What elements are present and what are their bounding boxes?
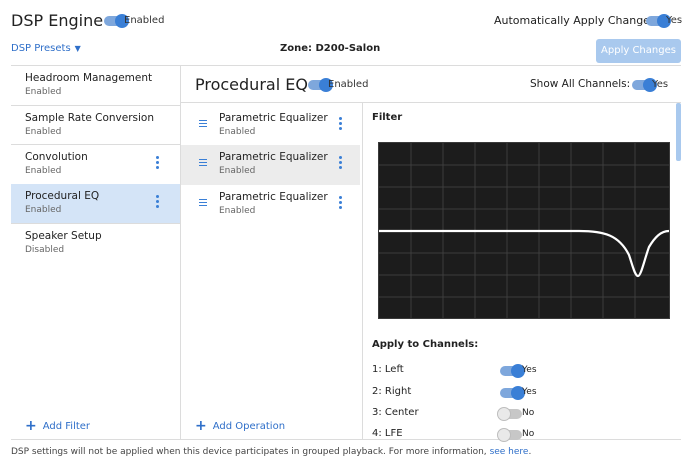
procedural-eq-status: Enabled — [328, 79, 369, 90]
panel-scrollbar[interactable] — [676, 103, 681, 161]
channel-left-label: 1: Left — [372, 364, 404, 375]
operation-item[interactable]: Parametric Equalizer Enabled — [181, 145, 360, 185]
filter-title: Filter — [372, 112, 403, 123]
channel-left-status: Yes — [522, 365, 537, 375]
sidebar-item-state: Disabled — [25, 245, 65, 255]
channel-center-toggle[interactable] — [497, 407, 522, 421]
sidebar-separator — [11, 105, 180, 106]
apply-changes-button[interactable]: Apply Changes — [596, 39, 681, 63]
sidebar-item-convolution[interactable]: Convolution Enabled — [11, 145, 180, 185]
more-options-icon[interactable] — [154, 195, 160, 211]
channel-right-toggle[interactable] — [500, 386, 525, 400]
auto-apply-label: Automatically Apply Changes — [494, 14, 656, 27]
channel-center-label: 3: Center — [372, 407, 419, 418]
auto-apply-status: Yes — [666, 15, 683, 26]
footer-end: . — [528, 447, 532, 457]
sidebar-item-procedural-eq[interactable]: Procedural EQ Enabled — [11, 184, 180, 224]
dsp-presets-dropdown[interactable]: DSP Presets ▼ — [11, 43, 81, 54]
footer-text: DSP settings will not be applied when th… — [11, 447, 487, 457]
channel-left-toggle[interactable] — [500, 364, 525, 378]
plus-icon: + — [25, 418, 37, 434]
auto-apply-toggle[interactable] — [646, 14, 671, 28]
show-all-channels-label: Show All Channels: — [530, 78, 631, 90]
caret-down-icon: ▼ — [74, 44, 81, 53]
sidebar-item-headroom-management[interactable]: Headroom Management Enabled — [11, 66, 180, 106]
operation-item[interactable]: Parametric Equalizer Enabled — [181, 106, 360, 146]
add-operation-label: Add Operation — [212, 421, 286, 432]
add-filter-label: Add Filter — [42, 421, 91, 432]
sidebar-item-label: Speaker Setup — [25, 230, 102, 242]
operation-item[interactable]: Parametric Equalizer Enabled — [181, 185, 360, 225]
sidebar-item-label: Convolution — [25, 151, 88, 163]
sidebar-item-state: Enabled — [25, 87, 62, 97]
footer-note: DSP settings will not be applied when th… — [11, 447, 531, 457]
drag-handle-icon[interactable] — [199, 199, 207, 208]
operation-label: Parametric Equalizer — [219, 151, 328, 163]
zone-label: Zone: D200-Salon — [280, 43, 381, 54]
operation-state: Enabled — [219, 166, 256, 176]
channel-lfe-toggle[interactable] — [497, 428, 522, 442]
operation-label: Parametric Equalizer — [219, 112, 328, 124]
channel-right-status: Yes — [522, 387, 537, 397]
channel-right-label: 2: Right — [372, 386, 412, 397]
add-filter-button[interactable]: + Add Filter — [25, 418, 90, 434]
sidebar-item-label: Headroom Management — [25, 72, 153, 84]
header-divider — [11, 65, 681, 66]
dsp-engine-toggle[interactable] — [104, 14, 129, 28]
sidebar-item-sample-rate-conversion[interactable]: Sample Rate Conversion Enabled — [11, 106, 180, 146]
dsp-engine-status: Enabled — [124, 15, 165, 26]
sidebar-item-speaker-setup[interactable]: Speaker Setup Disabled — [11, 224, 180, 264]
drag-handle-icon[interactable] — [199, 120, 207, 129]
more-options-icon[interactable] — [337, 196, 343, 212]
page-title: DSP Engine — [11, 11, 104, 30]
channel-lfe-status: No — [522, 429, 535, 439]
channel-lfe-label: 4: LFE — [372, 428, 403, 439]
sidebar-separator — [11, 223, 180, 224]
main-header-divider — [181, 102, 681, 103]
procedural-eq-toggle[interactable] — [308, 78, 333, 92]
more-options-icon[interactable] — [337, 117, 343, 133]
operations-divider — [362, 103, 363, 439]
channel-center-status: No — [522, 408, 535, 418]
plus-icon: + — [195, 418, 207, 434]
apply-to-channels-title: Apply to Channels: — [372, 339, 479, 350]
sidebar-divider — [180, 66, 181, 439]
filter-response-svg — [379, 143, 670, 318]
more-options-icon[interactable] — [337, 156, 343, 172]
filter-curve — [379, 229, 670, 278]
sidebar-item-label: Sample Rate Conversion — [25, 112, 154, 124]
sidebar-item-state: Enabled — [25, 166, 62, 176]
show-all-channels-status: Yes — [652, 79, 669, 90]
dsp-presets-label: DSP Presets — [11, 43, 71, 54]
operation-label: Parametric Equalizer — [219, 191, 328, 203]
sidebar-item-state: Enabled — [25, 205, 62, 215]
operation-state: Enabled — [219, 127, 256, 137]
sidebar-item-state: Enabled — [25, 127, 62, 137]
sidebar-item-label: Procedural EQ — [25, 190, 100, 202]
drag-handle-icon[interactable] — [199, 159, 207, 168]
filter-response-graph — [378, 142, 670, 319]
more-options-icon[interactable] — [154, 156, 160, 172]
add-operation-button[interactable]: + Add Operation — [195, 418, 285, 434]
show-all-channels-toggle[interactable] — [632, 78, 657, 92]
footer-divider — [11, 439, 681, 440]
operation-state: Enabled — [219, 206, 256, 216]
section-title: Procedural EQ — [195, 75, 308, 94]
sidebar-separator — [11, 144, 180, 145]
see-here-link[interactable]: see here — [489, 447, 529, 457]
